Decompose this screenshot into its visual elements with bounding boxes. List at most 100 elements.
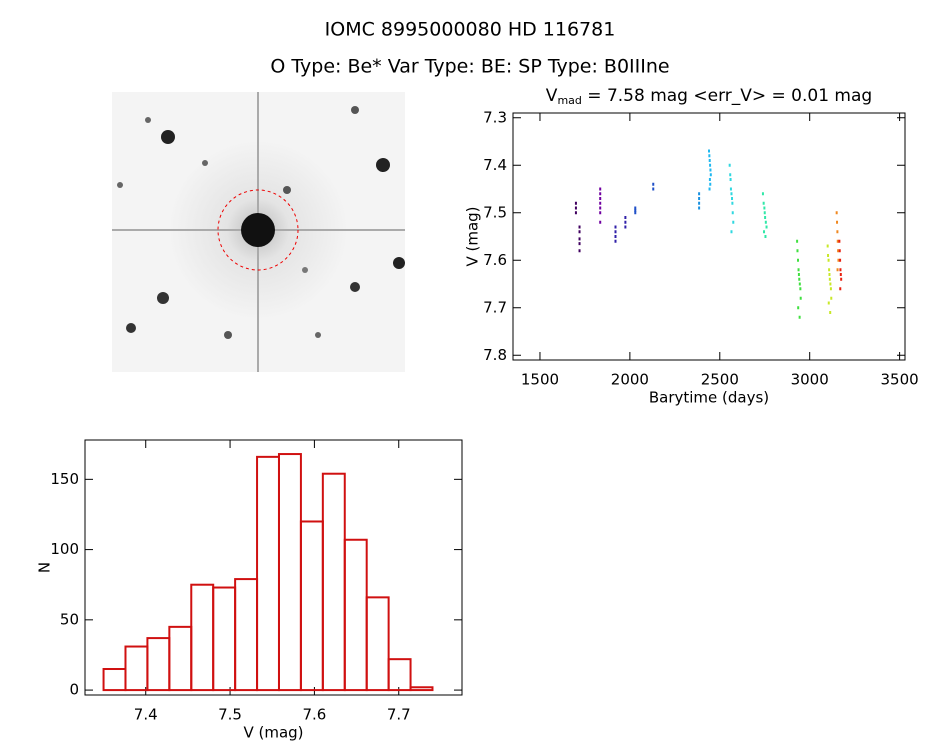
data-point (578, 230, 581, 234)
plot-title: Vmad = 7.58 mag <err_V> = 0.01 mag (546, 86, 872, 107)
x-tick-label: 3500 (881, 371, 919, 389)
data-point (764, 216, 767, 219)
subtitle: O Type: Be* Var Type: BE: SP Type: B0III… (270, 56, 669, 78)
data-point (728, 163, 731, 167)
data-point (798, 282, 801, 286)
data-point (729, 178, 732, 181)
data-point (839, 273, 842, 276)
data-point (574, 211, 577, 215)
data-point (698, 197, 701, 200)
x-axis-label: V (mag) (243, 724, 303, 742)
data-point (799, 296, 802, 300)
data-point (578, 237, 581, 241)
data-point (709, 182, 712, 186)
histogram-bar (343, 538, 368, 692)
title: IOMC 8995000080 HD 116781 (325, 19, 616, 41)
data-point (708, 187, 711, 191)
histogram-bar (321, 472, 346, 692)
y-tick-label: 0 (69, 681, 79, 699)
data-point (709, 168, 712, 172)
data-point (652, 187, 655, 191)
data-point (708, 154, 711, 158)
data-point (838, 239, 841, 243)
x-tick-label: 7.7 (387, 706, 411, 724)
data-point (798, 277, 801, 281)
data-point (708, 159, 711, 162)
histogram-bar (256, 455, 280, 692)
histogram-bar (409, 686, 434, 692)
data-point (827, 301, 830, 305)
histogram-bar (168, 625, 193, 692)
histogram-bar (190, 583, 215, 692)
data-point (837, 258, 840, 262)
data-point (839, 268, 842, 272)
data-point (762, 201, 765, 205)
data-point (764, 235, 767, 238)
data-point (599, 201, 602, 205)
y-axis-label: V (mag) (464, 206, 482, 266)
data-point (838, 249, 841, 253)
histogram-bar (234, 578, 259, 692)
data-point (828, 277, 831, 281)
data-point (829, 282, 832, 286)
x-tick-label: 2000 (611, 371, 649, 389)
data-point (836, 239, 839, 243)
data-point (614, 230, 617, 234)
data-point (731, 211, 734, 215)
histogram-bar (277, 453, 302, 692)
data-point (761, 192, 764, 196)
data-point (829, 311, 832, 314)
data-point (578, 249, 581, 253)
histogram-bar (146, 637, 171, 692)
x-axis-label: Barytime (days) (649, 389, 769, 407)
data-point (840, 277, 843, 281)
data-point (709, 173, 712, 177)
data-point (578, 242, 581, 246)
data-point (828, 273, 831, 276)
plot-title-main: V (546, 86, 558, 106)
x-tick-label: 7.4 (134, 706, 158, 724)
x-tick-label: 7.5 (218, 706, 242, 724)
data-point (652, 182, 655, 186)
data-point (836, 268, 839, 272)
y-tick-label: 100 (50, 540, 79, 558)
y-axis-label: N (36, 562, 54, 573)
data-point (708, 178, 711, 181)
data-point (839, 287, 842, 291)
data-point (763, 230, 766, 234)
data-point (698, 201, 701, 205)
x-tick-label: 2500 (701, 371, 739, 389)
data-point (708, 149, 710, 153)
y-tick-label: 7.8 (483, 346, 507, 364)
data-point (765, 225, 768, 229)
data-point (578, 225, 581, 229)
x-tick-label: 7.6 (302, 706, 326, 724)
data-point (829, 287, 832, 291)
data-point (599, 197, 602, 200)
y-tick-label: 50 (60, 610, 79, 628)
y-tick-label: 7.7 (483, 298, 507, 316)
histogram-bar (365, 596, 390, 692)
data-point (799, 287, 802, 291)
data-point (730, 230, 733, 234)
plot-title-sub: mad (557, 94, 581, 107)
histogram-bar (299, 520, 324, 692)
sky-image (112, 92, 405, 372)
x-tick-label: 1500 (521, 371, 559, 389)
data-point (763, 206, 766, 210)
data-point (574, 201, 577, 205)
data-point (634, 206, 637, 210)
data-point (731, 197, 734, 200)
data-point (614, 225, 617, 229)
data-point (764, 220, 767, 224)
data-point (826, 244, 829, 248)
data-point (835, 211, 838, 215)
data-point (634, 211, 637, 215)
data-point (634, 208, 637, 212)
data-point (599, 206, 602, 210)
data-point (837, 249, 840, 253)
data-point (709, 163, 712, 167)
data-point (599, 192, 602, 196)
data-point (830, 296, 833, 300)
